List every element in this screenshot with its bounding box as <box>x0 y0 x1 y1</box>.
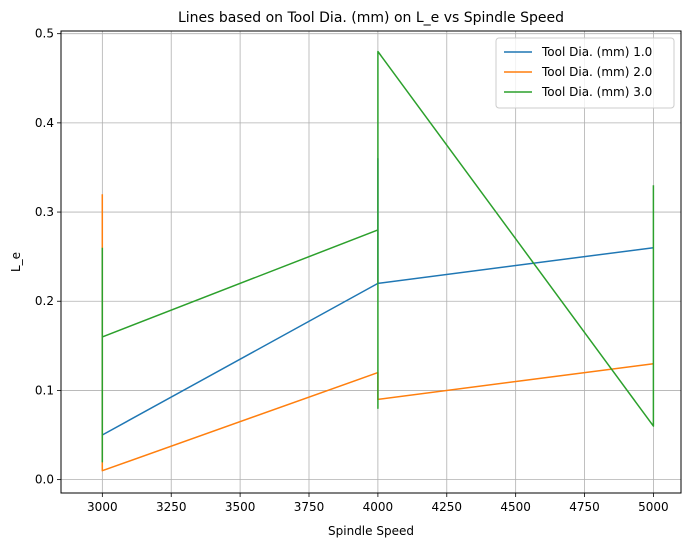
legend-entry-1: Tool Dia. (mm) 1.0 <box>541 45 652 59</box>
y-tick-label: 0.3 <box>35 205 54 219</box>
y-tick-label: 0.5 <box>35 27 54 41</box>
y-axis-label: L_e <box>9 252 23 272</box>
y-tick-label: 0.4 <box>35 116 54 130</box>
legend-entry-3: Tool Dia. (mm) 3.0 <box>541 85 652 99</box>
x-tick-label: 3500 <box>225 500 256 514</box>
plot-frame <box>60 30 682 494</box>
x-tick-label: 5000 <box>638 500 669 514</box>
series-line-3 <box>101 50 655 463</box>
x-tick-label: 3750 <box>294 500 325 514</box>
y-tick-label: 0.1 <box>35 383 54 397</box>
series-lines <box>101 50 655 472</box>
x-tick-label: 4500 <box>500 500 531 514</box>
x-tick-label: 3250 <box>156 500 187 514</box>
x-tick-label: 4750 <box>569 500 600 514</box>
chart-title: Lines based on Tool Dia. (mm) on L_e vs … <box>178 10 564 26</box>
x-tick-label: 3000 <box>87 500 118 514</box>
y-tick-label: 0.2 <box>35 294 54 308</box>
x-axis-label: Spindle Speed <box>328 524 414 538</box>
axis-ticks: 3000 3250 3500 3750 4000 4250 4500 4750 5000 0.0 0… <box>35 27 669 514</box>
legend-box <box>495 37 675 109</box>
y-tick-label: 0.0 <box>35 473 54 487</box>
x-tick-label: 4250 <box>432 500 463 514</box>
x-tick-label: 4000 <box>363 500 394 514</box>
legend: Tool Dia. (mm) 1.0 Tool Dia. (mm) 2.0 Tool… <box>495 37 675 109</box>
legend-entry-2: Tool Dia. (mm) 2.0 <box>541 65 652 79</box>
